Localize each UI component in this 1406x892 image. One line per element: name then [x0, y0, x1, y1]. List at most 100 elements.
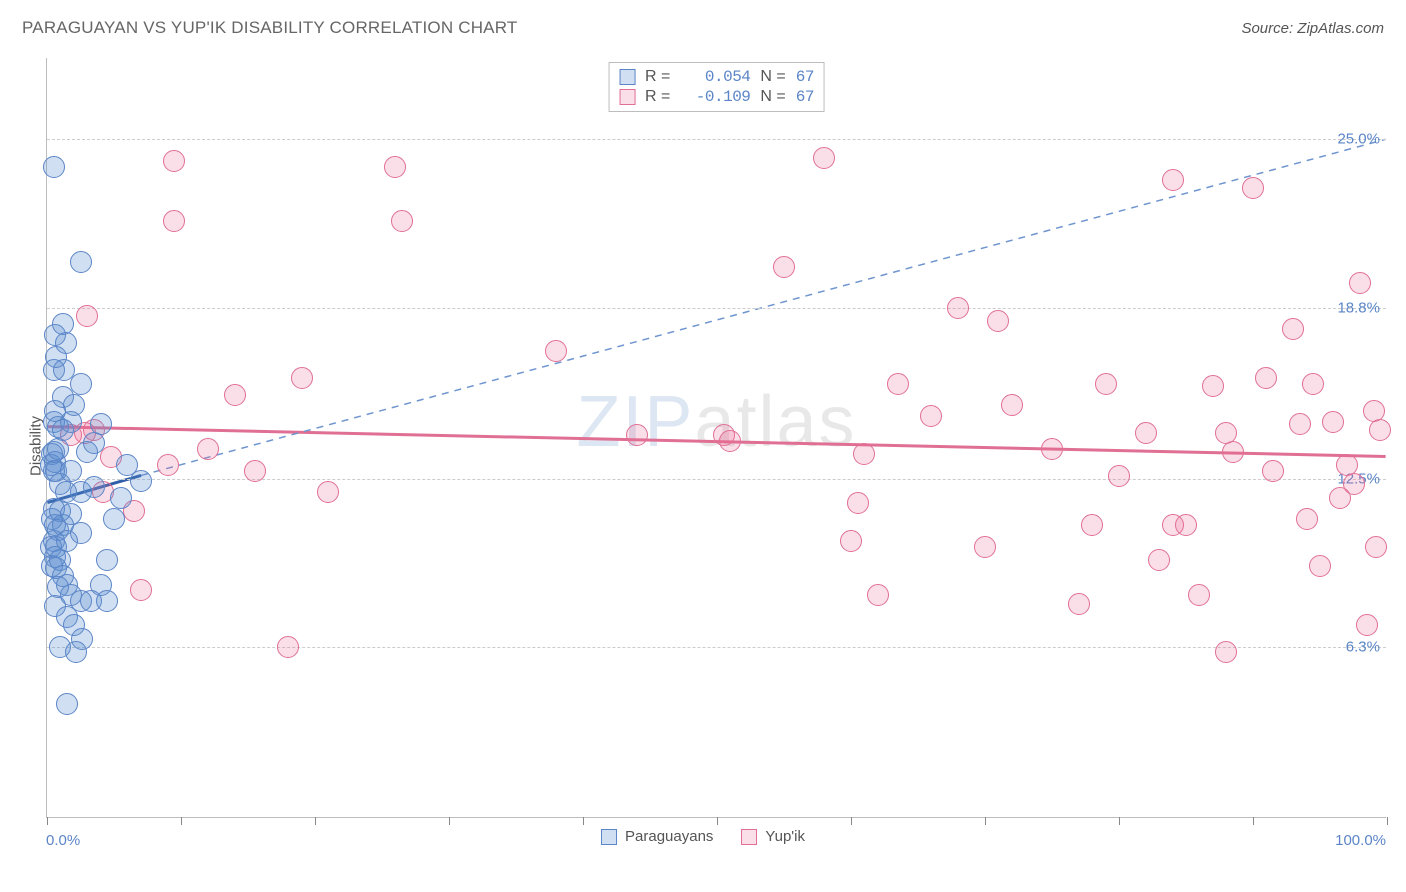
y-tick-label: 25.0% — [1337, 131, 1380, 148]
y-tick-label: 6.3% — [1346, 639, 1380, 656]
scatter-point-series1 — [110, 487, 132, 509]
scatter-point-series2 — [867, 584, 889, 606]
gridline-h — [47, 308, 1386, 309]
scatter-point-series1 — [47, 576, 69, 598]
scatter-point-series2 — [1081, 514, 1103, 536]
scatter-point-series2 — [384, 156, 406, 178]
x-tick — [851, 817, 852, 825]
r-value-series2: -0.109 — [680, 88, 750, 106]
scatter-point-series2 — [1222, 441, 1244, 463]
scatter-point-series2 — [277, 636, 299, 658]
watermark-atlas: atlas — [694, 382, 856, 462]
scatter-point-series2 — [1356, 614, 1378, 636]
chart-title: PARAGUAYAN VS YUP'IK DISABILITY CORRELAT… — [22, 18, 517, 38]
scatter-point-series1 — [65, 641, 87, 663]
scatter-point-series1 — [130, 470, 152, 492]
scatter-point-series2 — [974, 536, 996, 558]
x-tick — [449, 817, 450, 825]
stats-swatch-series1 — [619, 69, 635, 85]
x-axis-min-label: 0.0% — [46, 832, 80, 849]
scatter-point-series2 — [1108, 465, 1130, 487]
legend-label-series1: Paraguayans — [625, 828, 713, 845]
scatter-point-series2 — [545, 340, 567, 362]
legend: Paraguayans Yup'ik — [601, 828, 805, 845]
x-tick — [583, 817, 584, 825]
scatter-point-series2 — [163, 210, 185, 232]
r-label: R = — [645, 88, 670, 106]
scatter-point-series2 — [1349, 272, 1371, 294]
scatter-point-series2 — [719, 430, 741, 452]
scatter-point-series1 — [90, 413, 112, 435]
scatter-point-series2 — [224, 384, 246, 406]
watermark: ZIPatlas — [576, 381, 856, 463]
scatter-point-series2 — [920, 405, 942, 427]
n-value-series1: 67 — [796, 68, 814, 86]
legend-label-series2: Yup'ik — [765, 828, 805, 845]
x-axis-max-label: 100.0% — [1335, 832, 1386, 849]
plot-area: ZIPatlas R = 0.054 N = 67 R = -0.109 N =… — [46, 58, 1386, 818]
legend-item-series2: Yup'ik — [741, 828, 805, 845]
scatter-point-series2 — [887, 373, 909, 395]
scatter-point-series2 — [1162, 169, 1184, 191]
scatter-point-series2 — [840, 530, 862, 552]
scatter-point-series2 — [291, 367, 313, 389]
scatter-point-series2 — [76, 305, 98, 327]
x-tick — [985, 817, 986, 825]
scatter-point-series2 — [317, 481, 339, 503]
gridline-h — [47, 647, 1386, 648]
scatter-point-series1 — [56, 693, 78, 715]
scatter-point-series2 — [1202, 375, 1224, 397]
scatter-point-series2 — [1262, 460, 1284, 482]
scatter-point-series2 — [1322, 411, 1344, 433]
scatter-point-series2 — [847, 492, 869, 514]
scatter-point-series1 — [103, 508, 125, 530]
y-tick-label: 18.8% — [1337, 299, 1380, 316]
scatter-point-series2 — [626, 424, 648, 446]
scatter-point-series1 — [55, 481, 77, 503]
scatter-point-series1 — [83, 432, 105, 454]
scatter-point-series2 — [1289, 413, 1311, 435]
scatter-point-series2 — [1255, 367, 1277, 389]
scatter-point-series1 — [96, 590, 118, 612]
scatter-point-series2 — [1001, 394, 1023, 416]
scatter-point-series2 — [1175, 514, 1197, 536]
scatter-point-series2 — [1041, 438, 1063, 460]
scatter-point-series2 — [813, 147, 835, 169]
stats-box: R = 0.054 N = 67 R = -0.109 N = 67 — [608, 62, 825, 112]
x-tick — [1119, 817, 1120, 825]
scatter-point-series2 — [1148, 549, 1170, 571]
scatter-point-series2 — [987, 310, 1009, 332]
r-value-series1: 0.054 — [680, 68, 750, 86]
scatter-point-series1 — [96, 549, 118, 571]
legend-swatch-series2 — [741, 829, 757, 845]
scatter-point-series2 — [1282, 318, 1304, 340]
scatter-point-series1 — [47, 438, 69, 460]
scatter-point-series2 — [1135, 422, 1157, 444]
legend-swatch-series1 — [601, 829, 617, 845]
scatter-point-series1 — [83, 476, 105, 498]
scatter-point-series2 — [1296, 508, 1318, 530]
source-attribution: Source: ZipAtlas.com — [1241, 20, 1384, 37]
n-label: N = — [760, 68, 785, 86]
scatter-point-series2 — [157, 454, 179, 476]
stats-row-series2: R = -0.109 N = 67 — [619, 87, 814, 107]
n-value-series2: 67 — [796, 88, 814, 106]
scatter-point-series2 — [947, 297, 969, 319]
x-tick — [1387, 817, 1388, 825]
watermark-zip: ZIP — [576, 382, 694, 462]
scatter-point-series1 — [70, 251, 92, 273]
scatter-point-series2 — [1369, 419, 1391, 441]
x-tick — [717, 817, 718, 825]
x-tick — [1253, 817, 1254, 825]
scatter-point-series2 — [1309, 555, 1331, 577]
scatter-point-series2 — [773, 256, 795, 278]
scatter-point-series2 — [1365, 536, 1387, 558]
scatter-point-series2 — [391, 210, 413, 232]
scatter-point-series2 — [1343, 473, 1365, 495]
scatter-point-series2 — [244, 460, 266, 482]
scatter-point-series2 — [1242, 177, 1264, 199]
scatter-point-series2 — [1215, 641, 1237, 663]
scatter-point-series2 — [1302, 373, 1324, 395]
scatter-point-series2 — [853, 443, 875, 465]
scatter-point-series2 — [1095, 373, 1117, 395]
